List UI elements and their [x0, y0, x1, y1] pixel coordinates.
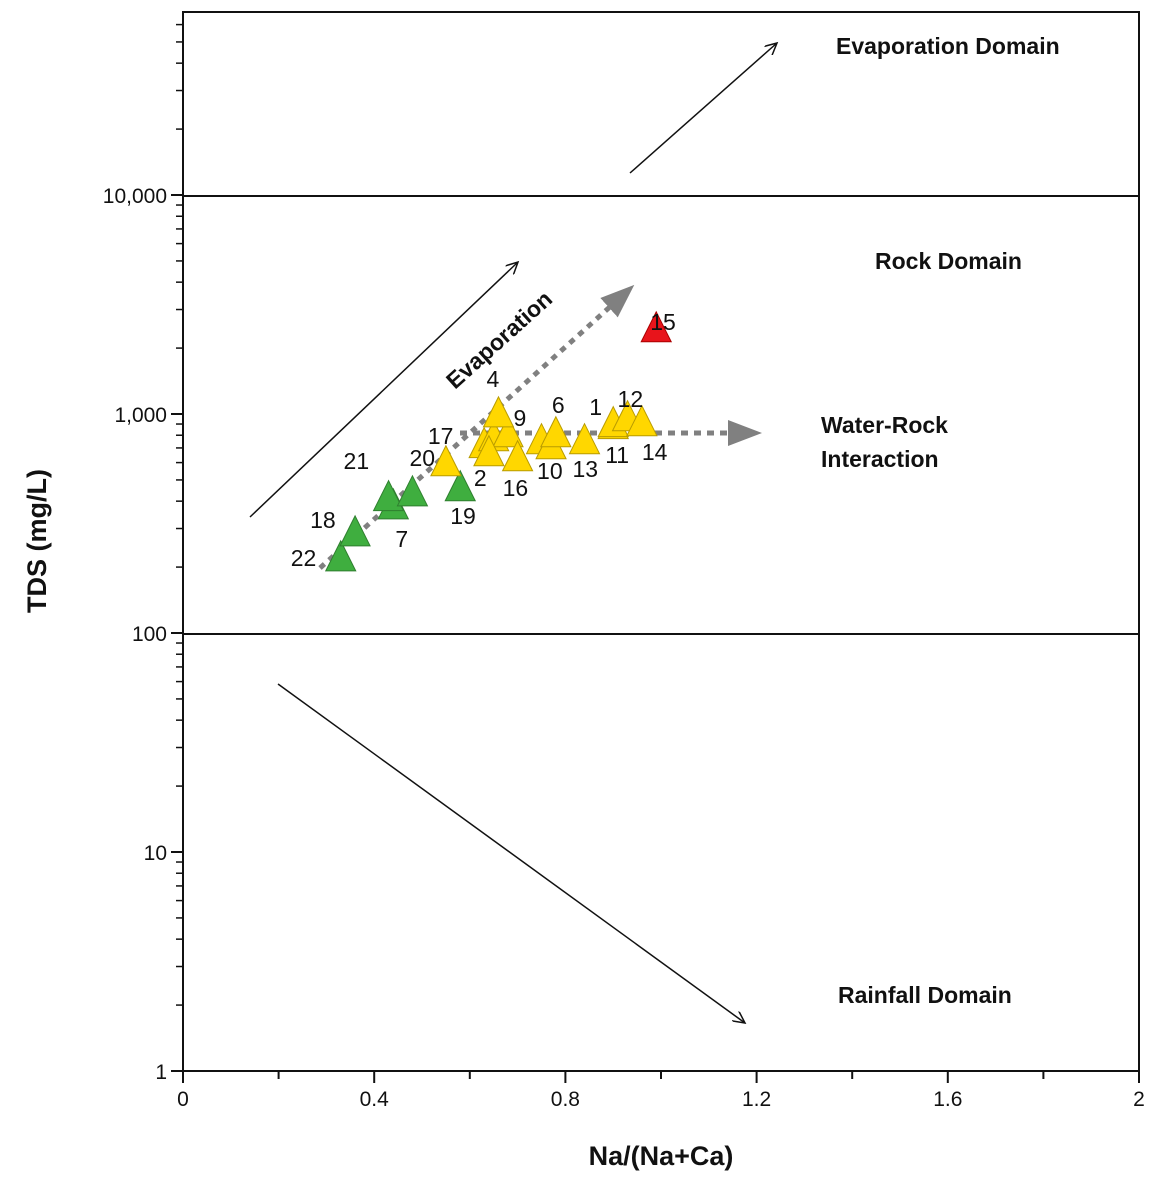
interaction-label: Interaction [821, 446, 939, 472]
y-axis-label: TDS (mg/L) [22, 469, 52, 613]
plot-frame [182, 11, 1140, 1072]
data-label: 7 [395, 526, 408, 552]
x-tick-label: 1.6 [933, 1088, 962, 1111]
data-label: 11 [605, 442, 629, 468]
data-point-4 [482, 395, 515, 428]
data-label: 12 [618, 386, 644, 412]
data-point-6 [540, 415, 572, 448]
rainfall-domain-arrow [277, 683, 745, 1023]
y-tick-label: 100 [132, 623, 167, 646]
evaporation-dotted-arrow [318, 284, 635, 570]
data-label: 1 [589, 394, 602, 420]
data-point-16 [501, 439, 534, 472]
data-point-19 [444, 469, 477, 502]
y-tick-label: 1 [155, 1061, 167, 1084]
rock-domain-label: Rock Domain [875, 248, 1022, 274]
data-point-17 [430, 444, 462, 477]
x-tick-label: 2 [1133, 1088, 1145, 1111]
data-point-14 [626, 404, 658, 437]
data-point-20 [396, 474, 429, 507]
data-label: 20 [409, 445, 435, 471]
data-label: 4 [486, 366, 499, 392]
rainfall-domain-label: Rainfall Domain [838, 982, 1012, 1008]
evaporation-trend-arrow [249, 262, 518, 518]
data-label: 22 [291, 545, 317, 571]
y-tick-label: 10,000 [103, 185, 167, 208]
data-label: 2 [474, 465, 487, 491]
y-tick-label: 1,000 [114, 404, 167, 427]
data-point-13 [568, 422, 601, 455]
data-point-unlabeled [492, 415, 524, 448]
y-tick-label: 10 [144, 842, 167, 865]
water-rock-label: Water-Rock [821, 412, 948, 438]
data-label: 17 [428, 423, 454, 449]
x-tick-label: 0 [177, 1088, 189, 1111]
data-point-18 [339, 514, 371, 547]
x-tick-label: 0.4 [360, 1088, 390, 1111]
x-tick-label: 0.8 [551, 1088, 580, 1111]
x-axis-label: Na/(Na+Ca) [589, 1141, 734, 1171]
evaporation-domain-label: Evaporation Domain [836, 33, 1060, 59]
data-point-22 [324, 539, 357, 572]
data-label: 16 [503, 475, 529, 501]
data-point-2 [473, 434, 505, 467]
evaporation-domain-arrow [629, 43, 777, 174]
data-label: 9 [514, 405, 527, 431]
x-tick-label: 1.2 [742, 1088, 771, 1111]
data-label: 10 [537, 458, 563, 484]
data-label: 18 [310, 507, 336, 533]
data-label: 14 [642, 439, 668, 465]
data-point-15 [640, 310, 673, 343]
data-label: 21 [344, 448, 370, 474]
data-label: 19 [450, 503, 476, 529]
data-point-21 [372, 479, 405, 512]
data-label: 6 [552, 392, 565, 418]
data-label: 15 [650, 309, 676, 335]
data-label: 13 [573, 456, 599, 482]
